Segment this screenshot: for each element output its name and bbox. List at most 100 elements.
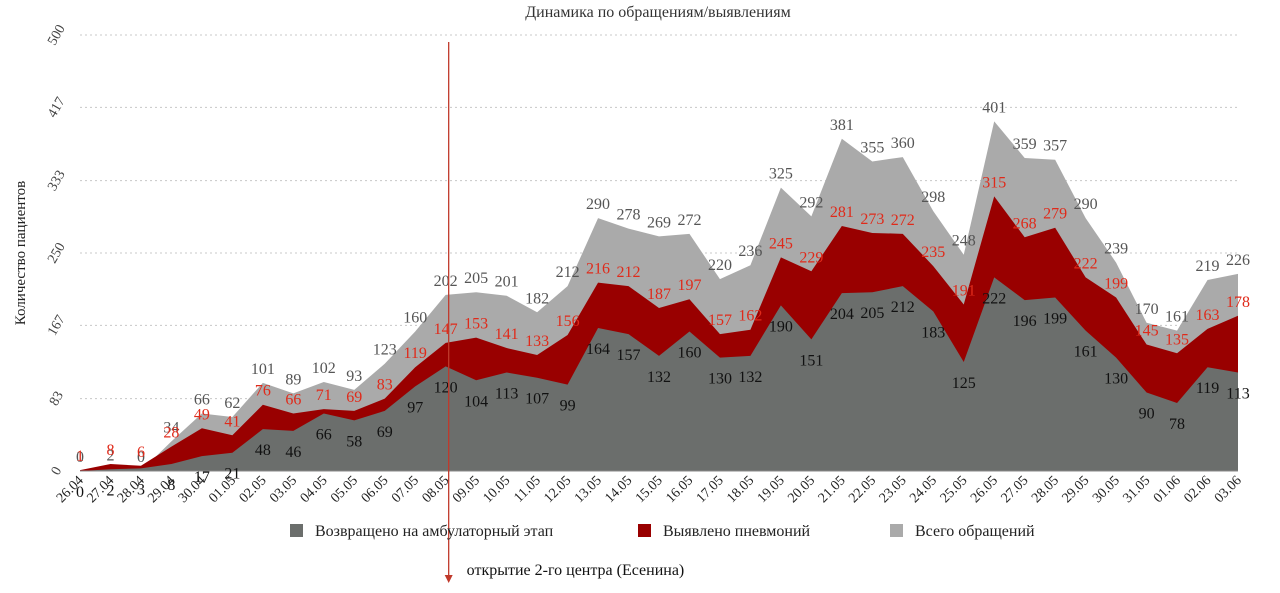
x-tick-label: 31.05 <box>1121 473 1154 506</box>
data-label-series-1: 272 <box>891 212 915 229</box>
legend-label: Выявлено пневмоний <box>663 523 811 540</box>
data-label-series-1: 212 <box>617 264 641 281</box>
y-tick-label: 167 <box>45 313 68 339</box>
data-label-series-1: 197 <box>677 277 701 294</box>
data-label-series-2: 107 <box>525 391 549 408</box>
data-label-series-0: 123 <box>373 342 397 359</box>
x-tick-label: 01.06 <box>1151 473 1184 506</box>
data-label-series-1: 178 <box>1226 294 1250 311</box>
data-label-series-0: 202 <box>434 273 458 290</box>
x-tick-label: 15.05 <box>633 473 666 506</box>
data-label-series-2: 157 <box>617 347 641 364</box>
data-label-series-0: 272 <box>677 212 701 229</box>
x-tick-label: 06.05 <box>359 473 392 506</box>
x-tick-label: 28.05 <box>1029 473 1062 506</box>
data-label-series-2: 0 <box>76 484 84 501</box>
data-label-series-2: 97 <box>407 399 423 416</box>
x-tick-label: 25.05 <box>938 473 971 506</box>
data-label-series-2: 204 <box>830 306 854 323</box>
data-label-series-2: 132 <box>647 369 671 386</box>
data-label-series-0: 101 <box>251 361 275 378</box>
data-label-series-1: 191 <box>952 282 976 299</box>
x-tick-label: 04.05 <box>298 473 331 506</box>
data-label-series-1: 229 <box>799 249 823 266</box>
data-label-series-1: 135 <box>1165 331 1189 348</box>
y-tick-label: 417 <box>45 95 68 121</box>
data-label-series-1: 163 <box>1196 307 1220 324</box>
data-label-series-2: 90 <box>1139 406 1155 423</box>
data-label-series-2: 183 <box>921 324 945 341</box>
data-label-series-0: 359 <box>1013 136 1037 153</box>
x-tick-label: 03.06 <box>1212 473 1245 506</box>
data-label-series-0: 170 <box>1135 301 1159 318</box>
y-tick-label: 333 <box>45 168 68 194</box>
x-tick-label: 05.05 <box>328 473 361 506</box>
data-label-series-1: 315 <box>982 174 1006 191</box>
data-label-series-1: 245 <box>769 235 793 252</box>
y-tick-label: 250 <box>45 240 68 266</box>
data-label-series-0: 239 <box>1104 241 1128 258</box>
data-label-series-2: 161 <box>1074 344 1098 361</box>
data-label-series-2: 164 <box>586 341 610 358</box>
legend-swatch <box>290 524 303 537</box>
data-label-series-1: 235 <box>921 244 945 261</box>
data-label-series-1: 147 <box>434 321 458 338</box>
y-tick-label: 83 <box>47 389 67 409</box>
x-tick-label: 27.05 <box>999 473 1032 506</box>
data-label-series-1: 157 <box>708 312 732 329</box>
data-label-series-1: 76 <box>255 383 271 400</box>
data-label-series-2: 17 <box>194 469 210 486</box>
x-tick-label: 19.05 <box>755 473 788 506</box>
data-label-series-0: 62 <box>224 395 240 412</box>
x-tick-label: 03.05 <box>267 473 300 506</box>
y-axis-label: Количество пациентов <box>13 181 29 325</box>
data-label-series-1: 216 <box>586 261 610 278</box>
data-label-series-0: 236 <box>738 243 762 260</box>
data-label-series-2: 222 <box>982 290 1006 307</box>
x-tick-label: 22.05 <box>846 473 879 506</box>
data-label-series-1: 156 <box>556 313 580 330</box>
x-tick-label: 10.05 <box>481 473 514 506</box>
y-tick-label: 0 <box>49 464 65 478</box>
data-label-series-1: 1 <box>76 448 84 465</box>
data-label-series-0: 325 <box>769 166 793 183</box>
data-label-series-1: 162 <box>738 308 762 325</box>
data-label-series-2: 125 <box>952 375 976 392</box>
data-label-series-0: 357 <box>1043 138 1067 155</box>
data-label-series-1: 49 <box>194 406 210 423</box>
data-label-series-0: 290 <box>1074 196 1098 213</box>
data-label-series-2: 205 <box>860 305 884 322</box>
x-tick-label: 16.05 <box>663 473 696 506</box>
legend-swatch <box>638 524 651 537</box>
data-label-series-2: 3 <box>137 481 145 498</box>
data-label-series-0: 269 <box>647 214 671 231</box>
data-label-series-1: 69 <box>346 389 362 406</box>
data-label-series-0: 34 <box>163 419 179 436</box>
x-tick-label: 08.05 <box>420 473 453 506</box>
data-label-series-1: 8 <box>106 442 114 459</box>
data-label-series-1: 222 <box>1074 255 1098 272</box>
x-tick-label: 13.05 <box>572 473 605 506</box>
data-label-series-0: 248 <box>952 233 976 250</box>
data-label-series-1: 273 <box>860 211 884 228</box>
data-label-series-1: 281 <box>830 204 854 221</box>
x-tick-label: 18.05 <box>724 473 757 506</box>
annotation-arrowhead <box>444 575 453 583</box>
x-tick-label: 24.05 <box>907 473 940 506</box>
x-tick-label: 21.05 <box>816 473 849 506</box>
data-label-series-2: 160 <box>677 344 701 361</box>
x-tick-label: 02.06 <box>1181 473 1214 506</box>
data-label-series-0: 2 <box>106 447 114 464</box>
x-tick-label: 07.05 <box>389 473 422 506</box>
legend-swatch <box>890 524 903 537</box>
area-series-2 <box>80 277 1238 471</box>
data-label-series-0: 102 <box>312 360 336 377</box>
data-label-series-0: 161 <box>1165 309 1189 326</box>
data-label-series-1: 83 <box>377 377 393 394</box>
data-label-series-0: 0 <box>76 449 84 466</box>
data-label-series-2: 113 <box>1226 385 1249 402</box>
x-tick-label: 23.05 <box>877 473 910 506</box>
data-label-series-1: 6 <box>137 444 145 461</box>
data-label-series-2: 2 <box>106 482 114 499</box>
